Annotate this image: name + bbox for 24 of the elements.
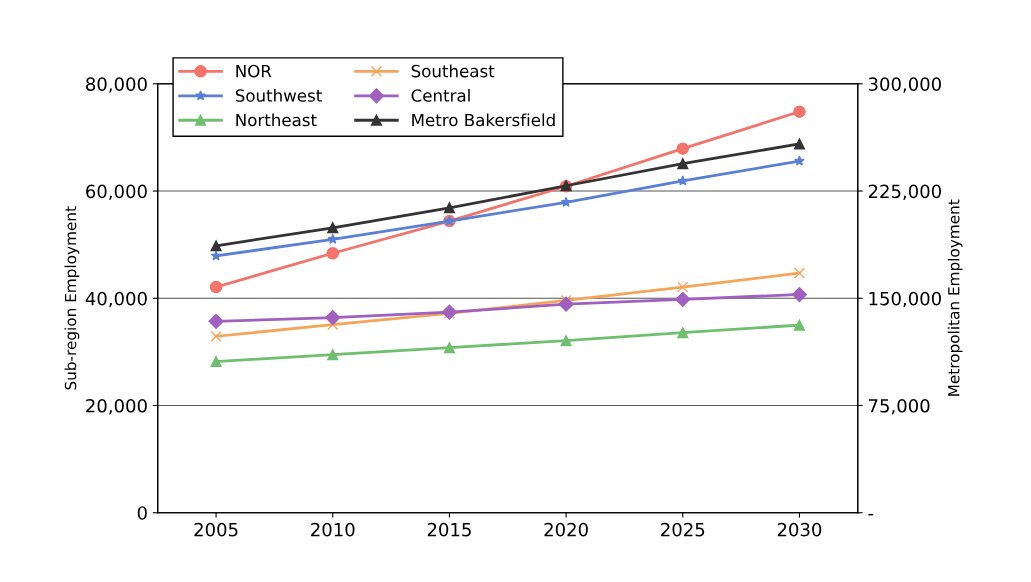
y-tick-label: 80,000 <box>86 77 147 93</box>
y2-tick-label: 75,000 <box>869 398 930 415</box>
x-tick-label: 2025 <box>661 522 705 537</box>
y2-tick-label: 300,000 <box>868 77 941 93</box>
y-tick-label: 40,000 <box>85 291 147 308</box>
legend-label: NOR <box>236 64 272 78</box>
y2-tick-label: - <box>868 513 874 516</box>
legend-label: Southwest <box>235 88 322 102</box>
x-tick-label: 2015 <box>427 522 471 537</box>
x-tick-label: 2030 <box>777 522 822 537</box>
y-axis-title: Sub-region Employment <box>64 206 80 390</box>
x-tick-label: 2020 <box>544 522 588 537</box>
legend-label: Metro Bakersfield <box>412 113 555 127</box>
y-tick-label: 0 <box>137 506 147 520</box>
y-tick-label: 20,000 <box>86 398 147 415</box>
y2-tick-label: 150,000 <box>869 291 941 308</box>
y2-axis-title: Metropolitan Employment <box>947 199 963 396</box>
legend-label: Central <box>411 88 470 102</box>
legend-label: Southeast <box>411 64 495 78</box>
x-tick-label: 2005 <box>194 522 238 537</box>
legend-label: Northeast <box>236 113 317 127</box>
x-tick-label: 2010 <box>311 522 355 537</box>
y2-tick-label: 225,000 <box>868 184 941 200</box>
y-tick-label: 60,000 <box>86 184 147 200</box>
